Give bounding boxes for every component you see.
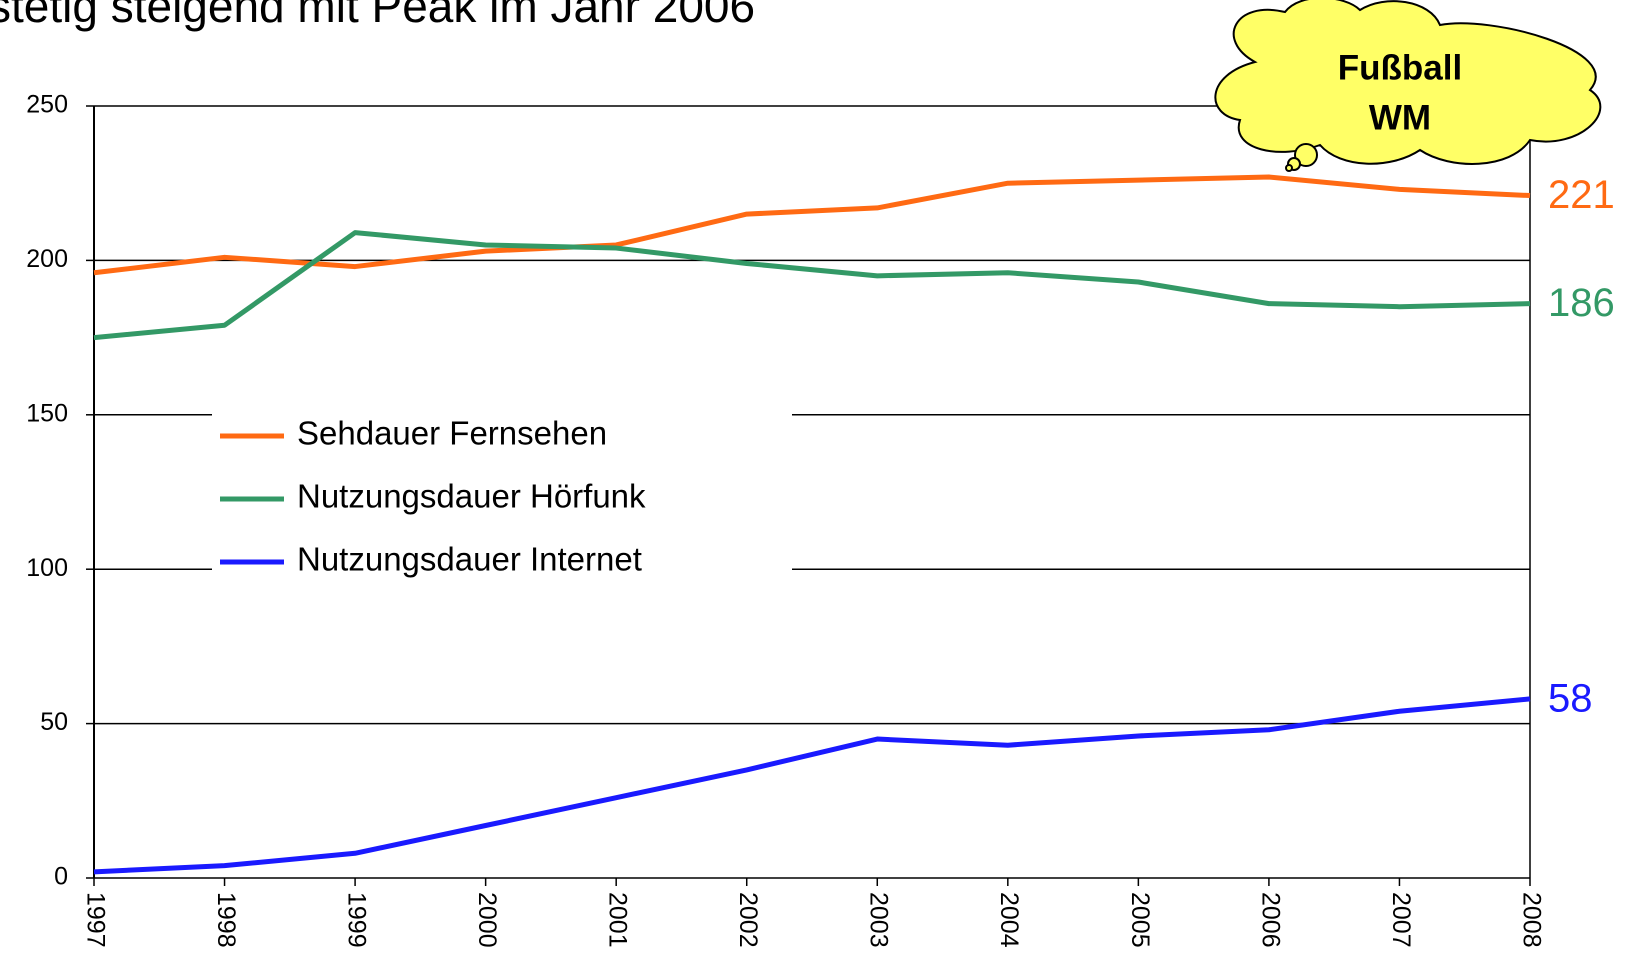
chart: stetig steigend mit Peak im Jahr 2006 0 5… [0, 0, 1636, 974]
x-tick-label: 1999 [342, 892, 370, 948]
x-tick-label: 2008 [1517, 892, 1545, 948]
y-tick-label: 100 [26, 554, 68, 582]
legend-label: Nutzungsdauer Hörfunk [297, 478, 646, 515]
x-tick-label: 2002 [734, 892, 762, 948]
line [94, 177, 1530, 273]
y-tick-label: 0 [54, 863, 68, 891]
legend-label: Nutzungsdauer Internet [297, 541, 642, 578]
x-tick-label: 2000 [473, 892, 501, 948]
annotation-text: WM [1369, 98, 1431, 137]
end-label: 221 [1548, 173, 1615, 217]
legend-label: Sehdauer Fernsehen [297, 415, 607, 452]
y-tick-label: 200 [26, 245, 68, 273]
x-tick-label: 2006 [1256, 892, 1284, 948]
annotation-text: Fußball [1338, 48, 1462, 87]
end-label: 58 [1548, 676, 1593, 720]
line [94, 699, 1530, 872]
x-tick-label: 2001 [604, 892, 632, 948]
x-tick-label: 2004 [995, 892, 1023, 948]
line [94, 233, 1530, 338]
x-tick-label: 1998 [212, 892, 240, 948]
y-tick-label: 50 [40, 708, 68, 736]
chart-title: stetig steigend mit Peak im Jahr 2006 [0, 0, 755, 32]
y-tick-label: 250 [26, 91, 68, 119]
x-tick-label: 2003 [865, 892, 893, 948]
x-tick-label: 1997 [81, 892, 109, 948]
x-tick-label: 2007 [1387, 892, 1415, 948]
y-tick-label: 150 [26, 399, 68, 427]
cloud-bubble [1286, 165, 1292, 171]
annotation-cloud: Fußball WM [1215, 0, 1600, 171]
x-tick-label: 2005 [1126, 892, 1154, 948]
end-label: 186 [1548, 281, 1615, 325]
